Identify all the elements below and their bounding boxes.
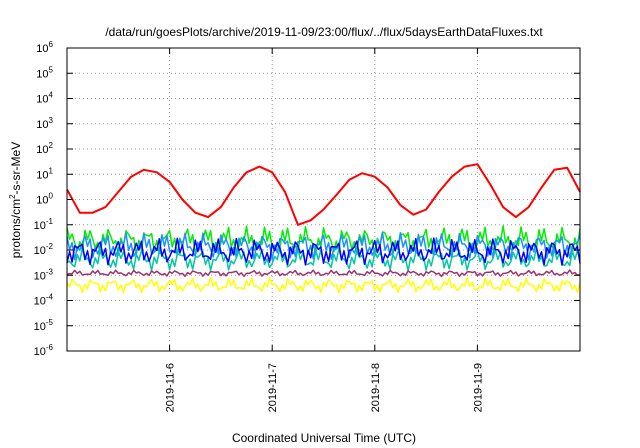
x-tick-label: 2019-11-9: [472, 363, 484, 412]
series-line-1: [66, 163, 581, 226]
series-line-6: [66, 269, 581, 278]
y-tick-exponent: -1: [46, 217, 54, 226]
y-tick-base: 10: [36, 68, 48, 80]
y-tick-label: 10-5: [34, 318, 54, 333]
x-axis: 2019-11-6 2019-11-7 2019-11-8 2019-11-9: [165, 48, 484, 412]
y-tick-exponent: 5: [49, 65, 54, 74]
y-tick-base: 10: [36, 94, 48, 106]
y-tick-base: 10: [34, 220, 46, 232]
y-tick-label: 10-2: [34, 242, 54, 257]
y-tick-exponent: 2: [49, 141, 54, 150]
y-axis-label-rest: -s-sr-MeV: [9, 142, 23, 195]
y-tick-exponent: -2: [46, 242, 54, 251]
series-line-5: [66, 237, 581, 266]
y-tick-label: 103: [36, 116, 53, 131]
y-tick-exponent: 6: [49, 40, 54, 49]
y-tick-exponent: 0: [49, 192, 54, 201]
grid: [67, 48, 580, 351]
y-axis-label-sup: 2: [8, 194, 17, 199]
y-tick-base: 10: [36, 43, 48, 55]
x-axis-label: Coordinated Universal Time (UTC): [232, 431, 416, 445]
y-tick-exponent: 3: [49, 116, 54, 125]
y-tick-exponent: 1: [49, 166, 54, 175]
y-axis-label-base: protons/cm: [9, 199, 23, 258]
y-axis-label: protons/cm2-s-sr-MeV: [8, 142, 23, 258]
y-tick-base: 10: [34, 270, 46, 282]
y-tick-exponent: -3: [46, 267, 54, 276]
y-tick-base: 10: [36, 144, 48, 156]
series-line-7: [66, 277, 581, 294]
y-tick-label: 104: [36, 91, 53, 106]
y-tick-base: 10: [34, 296, 46, 308]
series-layer: [66, 163, 581, 294]
x-tick-label: 2019-11-6: [165, 363, 177, 412]
y-tick-base: 10: [36, 119, 48, 131]
y-tick-exponent: -5: [46, 318, 54, 327]
y-axis: 10-610-510-410-310-210-11001011021031041…: [34, 40, 580, 358]
y-tick-base: 10: [36, 195, 48, 207]
x-tick-label: 2019-11-7: [267, 363, 279, 412]
y-tick-label: 106: [36, 40, 53, 55]
y-tick-label: 10-6: [34, 343, 54, 358]
y-tick-base: 10: [36, 169, 48, 181]
y-tick-label: 100: [36, 192, 53, 207]
y-tick-base: 10: [34, 245, 46, 257]
y-tick-label: 10-3: [34, 267, 54, 282]
y-tick-label: 10-1: [34, 217, 54, 232]
y-tick-exponent: 4: [49, 91, 54, 100]
y-tick-exponent: -6: [46, 343, 54, 352]
x-tick-label: 2019-11-8: [370, 363, 382, 412]
y-tick-label: 102: [36, 141, 53, 156]
y-tick-base: 10: [34, 321, 46, 333]
y-tick-label: 105: [36, 65, 53, 80]
chart-title: /data/run/goesPlots/archive/2019-11-09/2…: [105, 25, 543, 39]
y-tick-label: 10-4: [34, 293, 54, 308]
y-tick-base: 10: [34, 346, 46, 358]
y-tick-label: 101: [36, 166, 53, 181]
y-tick-exponent: -4: [46, 293, 54, 302]
